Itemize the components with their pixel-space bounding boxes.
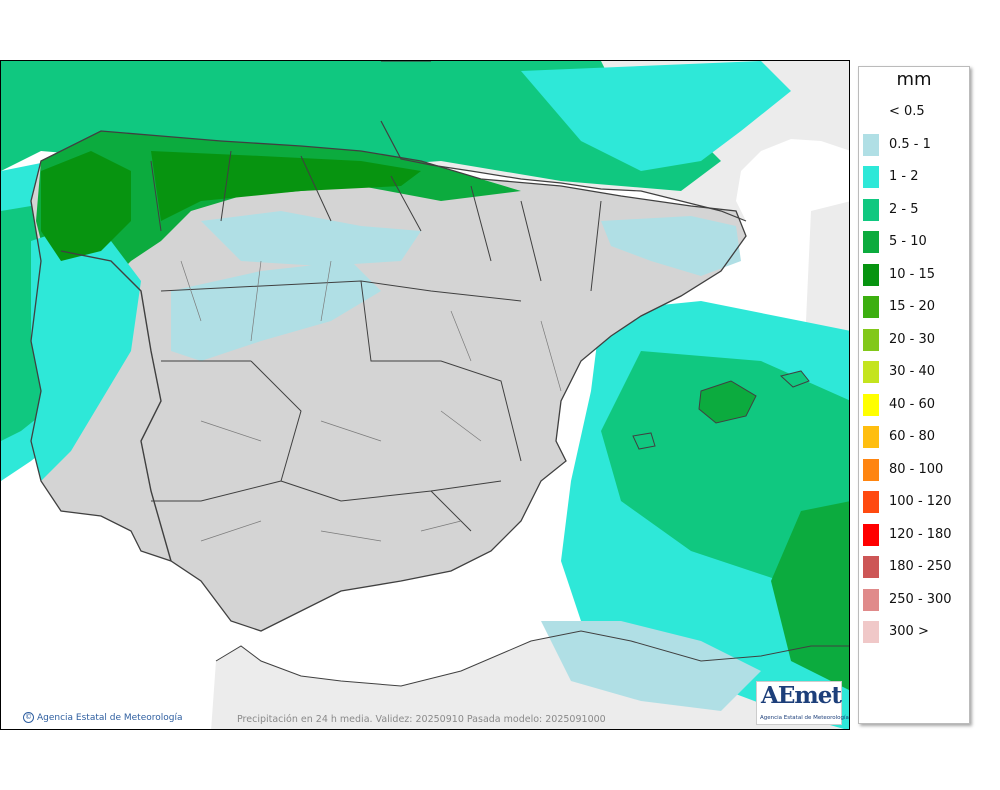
- france-border: [380, 61, 747, 222]
- legend-item: 2 - 5: [859, 198, 969, 221]
- validity-text: Precipitación en 24 h media. Validez: 20…: [237, 714, 606, 725]
- credit-text: Agencia Estatal de Meteorología: [37, 713, 183, 723]
- legend-swatch: [863, 393, 879, 416]
- legend-item: 5 - 10: [859, 231, 969, 253]
- legend-swatch: [863, 426, 879, 448]
- ibiza-island: [632, 432, 656, 450]
- legend-label: 15 - 20: [889, 299, 936, 314]
- legend-label: 180 - 250: [889, 559, 952, 574]
- legend-item: 0.5 - 1: [859, 133, 969, 156]
- precip-land-northwest: [31, 231, 141, 481]
- precip-land-pyrenees: [601, 216, 741, 276]
- legend-swatch: [863, 588, 879, 611]
- legend-label: 30 - 40: [889, 364, 936, 379]
- map-canvas: [1, 61, 849, 729]
- legend-item: 300 >: [859, 621, 969, 643]
- legend-item: 1 - 2: [859, 166, 969, 188]
- footer-credit: © Agencia Estatal de Meteorología: [23, 712, 183, 723]
- legend-label: 250 - 300: [889, 591, 952, 607]
- region-borders: [150, 150, 602, 532]
- aemet-logo-text: AEmet: [761, 682, 842, 709]
- legend-label: 60 - 80: [889, 429, 936, 444]
- legend-label: 1 - 2: [889, 169, 919, 184]
- legend-item: 100 - 120: [859, 491, 969, 513]
- precip-band-south: [541, 621, 761, 711]
- africa-coast: [215, 630, 849, 687]
- precip-land-duero: [201, 211, 421, 266]
- iberia-dry-land: [31, 131, 746, 631]
- legend-label: 0.5 - 1: [889, 136, 931, 152]
- legend-label: 20 - 30: [889, 331, 936, 347]
- aemet-logo: AEmet Agencia Estatal de Meteorología: [756, 681, 849, 725]
- legend-swatch: [863, 328, 879, 351]
- precipitation-map: © Agencia Estatal de Meteorología Precipi…: [0, 60, 850, 730]
- legend-item: 120 - 180: [859, 523, 969, 546]
- precip-land-cantabria: [151, 151, 421, 221]
- legend-swatch: [863, 361, 879, 383]
- legend-swatch: [863, 166, 879, 188]
- legend-swatch: [863, 296, 879, 318]
- legend-swatch: [863, 523, 879, 546]
- legend-item: < 0.5: [859, 101, 969, 123]
- legend-label: 120 - 180: [889, 526, 952, 542]
- legend-swatch: [863, 231, 879, 253]
- legend-swatch: [863, 621, 879, 643]
- copyright-icon: ©: [23, 712, 34, 723]
- legend-unit: mm: [896, 69, 932, 90]
- legend-swatch: [863, 491, 879, 513]
- legend-label: 80 - 100: [889, 461, 944, 477]
- legend-label: 300 >: [889, 624, 929, 639]
- legend-item: 20 - 30: [859, 328, 969, 351]
- legend: mm < 0.5 0.5 - 1 1 - 2 2 - 5 5 - 10 10 - 15 15…: [858, 66, 970, 724]
- legend-label: 100 - 120: [889, 494, 952, 509]
- legend-item: 80 - 100: [859, 458, 969, 481]
- legend-item: 60 - 80: [859, 426, 969, 448]
- legend-item: 40 - 60: [859, 393, 969, 416]
- legend-item: 250 - 300: [859, 588, 969, 611]
- legend-label: < 0.5: [889, 104, 925, 119]
- legend-item: 15 - 20: [859, 296, 969, 318]
- legend-label: 5 - 10: [889, 234, 927, 249]
- legend-swatch: [863, 198, 879, 221]
- legend-swatch: [863, 458, 879, 481]
- legend-swatch: [863, 133, 879, 156]
- mallorca-island: [698, 380, 757, 424]
- aemet-logo-subtitle: Agencia Estatal de Meteorología: [760, 715, 849, 721]
- legend-item: 10 - 15: [859, 263, 969, 286]
- province-borders: [180, 260, 562, 542]
- legend-swatch: [863, 556, 879, 578]
- precip-land-central-light: [171, 261, 381, 361]
- legend-label: 40 - 60: [889, 396, 936, 412]
- precip-land-galicia: [41, 151, 131, 261]
- legend-label: 10 - 15: [889, 266, 936, 282]
- menorca-island: [779, 370, 810, 388]
- legend-item: 30 - 40: [859, 361, 969, 383]
- portugal-border: [60, 250, 172, 562]
- legend-item: 180 - 250: [859, 556, 969, 578]
- coastline: [30, 130, 747, 632]
- precip-band-north-light: [521, 61, 791, 171]
- legend-swatch: [863, 263, 879, 286]
- precip-band-east-dark: [771, 501, 849, 690]
- legend-label: 2 - 5: [889, 201, 919, 217]
